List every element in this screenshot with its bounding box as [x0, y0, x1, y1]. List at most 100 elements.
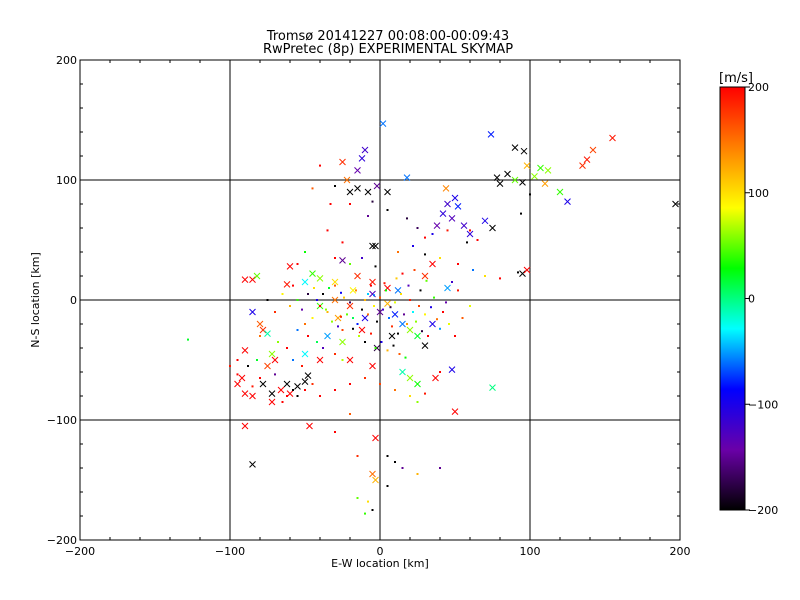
- data-point-dot: [319, 395, 321, 397]
- data-markers: [187, 120, 679, 515]
- data-point-x: [487, 131, 495, 138]
- colorbar: [m/s] 200 100 0 −100 −200: [719, 71, 778, 517]
- data-point-x: [349, 287, 357, 294]
- data-point-x: [249, 308, 256, 316]
- data-point-x: [496, 180, 504, 187]
- data-point-dot: [292, 389, 294, 391]
- data-point-x: [264, 362, 271, 370]
- y-tick-labels: −200 −100 0 100 200: [47, 54, 77, 547]
- data-point-dot: [311, 317, 314, 319]
- data-point-x: [493, 174, 501, 181]
- data-point-dot: [416, 473, 419, 475]
- data-point-dot: [274, 311, 276, 313]
- data-point-dot: [499, 277, 501, 280]
- data-point-dot: [301, 308, 303, 311]
- data-point-x: [372, 242, 379, 250]
- data-point-dot: [529, 193, 531, 196]
- data-point-dot: [439, 257, 441, 259]
- data-point-x: [399, 368, 406, 376]
- data-point-dot: [409, 299, 411, 301]
- data-point-dot: [349, 301, 351, 304]
- data-point-x: [346, 356, 354, 364]
- data-point-x: [241, 390, 249, 397]
- data-point-dot: [424, 313, 426, 316]
- data-point-dot: [392, 344, 395, 347]
- data-point-dot: [334, 284, 336, 287]
- data-point-x: [460, 222, 468, 229]
- data-point-dot: [385, 289, 387, 292]
- data-point-dot: [247, 365, 249, 367]
- data-point-dot: [364, 341, 366, 343]
- data-point-x: [354, 167, 361, 174]
- axis-ticks: [79, 59, 681, 541]
- data-point-x: [241, 422, 249, 430]
- data-point-x: [241, 347, 249, 354]
- colorbar-ticks: 200 100 0 −100 −200: [745, 81, 778, 517]
- data-point-x: [259, 380, 267, 388]
- data-point-dot: [296, 299, 299, 301]
- data-point-dot: [364, 377, 366, 379]
- data-point-x: [556, 188, 564, 196]
- data-point-x: [253, 272, 261, 280]
- data-point-dot: [296, 395, 299, 397]
- data-point-dot: [316, 341, 318, 343]
- data-point-dot: [439, 467, 441, 469]
- data-point-x: [489, 224, 496, 232]
- data-point-x: [324, 332, 331, 340]
- data-point-dot: [341, 359, 344, 361]
- data-point-x: [343, 176, 351, 184]
- data-point-dot: [427, 335, 429, 337]
- y-tick-label: 100: [56, 174, 77, 187]
- data-point-x: [391, 311, 399, 318]
- data-point-x: [489, 384, 496, 391]
- data-point-dot: [469, 229, 471, 232]
- data-point-x: [439, 210, 447, 217]
- colorbar-gradient: [719, 86, 746, 511]
- data-point-dot: [307, 293, 309, 295]
- data-point-x: [249, 392, 256, 400]
- data-point-x: [331, 296, 339, 304]
- data-point-dot: [448, 323, 450, 325]
- data-point-x: [442, 185, 450, 192]
- data-point-dot: [391, 325, 393, 328]
- data-point-dot: [370, 332, 372, 335]
- data-point-x: [339, 158, 346, 166]
- data-point-x: [331, 278, 339, 286]
- data-point-dot: [416, 227, 419, 229]
- data-point-x: [369, 362, 376, 370]
- data-point-x: [346, 302, 354, 310]
- data-point-x: [451, 408, 459, 415]
- x-tick-labels: −200 −100 0 100 200: [65, 545, 691, 558]
- grid-lines: [80, 60, 680, 540]
- data-point-x: [361, 146, 369, 154]
- data-point-x: [388, 332, 396, 340]
- data-point-dot: [259, 335, 261, 337]
- x-tick-label: −100: [215, 545, 245, 558]
- data-point-x: [301, 378, 309, 385]
- x-tick-label: 200: [670, 545, 691, 558]
- data-point-x: [372, 476, 379, 484]
- data-point-x: [301, 350, 309, 358]
- data-point-x: [283, 380, 291, 388]
- data-point-x: [589, 146, 597, 154]
- data-point-dot: [236, 373, 239, 376]
- data-point-dot: [412, 311, 414, 313]
- data-point-x: [346, 188, 354, 196]
- data-point-dot: [292, 359, 294, 361]
- data-point-x: [259, 326, 267, 334]
- data-point-dot: [394, 461, 396, 463]
- data-point-x: [432, 374, 439, 382]
- data-point-dot: [337, 325, 339, 328]
- data-point-dot: [517, 271, 519, 274]
- data-point-dot: [304, 323, 306, 325]
- data-point-x: [301, 278, 309, 286]
- data-point-x: [583, 156, 591, 163]
- colorbar-tick-label: 0: [748, 293, 755, 306]
- data-point-dot: [371, 200, 374, 203]
- data-point-dot: [229, 365, 231, 367]
- data-point-dot: [328, 287, 330, 289]
- data-point-x: [609, 134, 616, 142]
- y-tick-label: 200: [56, 54, 77, 67]
- x-tick-label: 0: [377, 545, 384, 558]
